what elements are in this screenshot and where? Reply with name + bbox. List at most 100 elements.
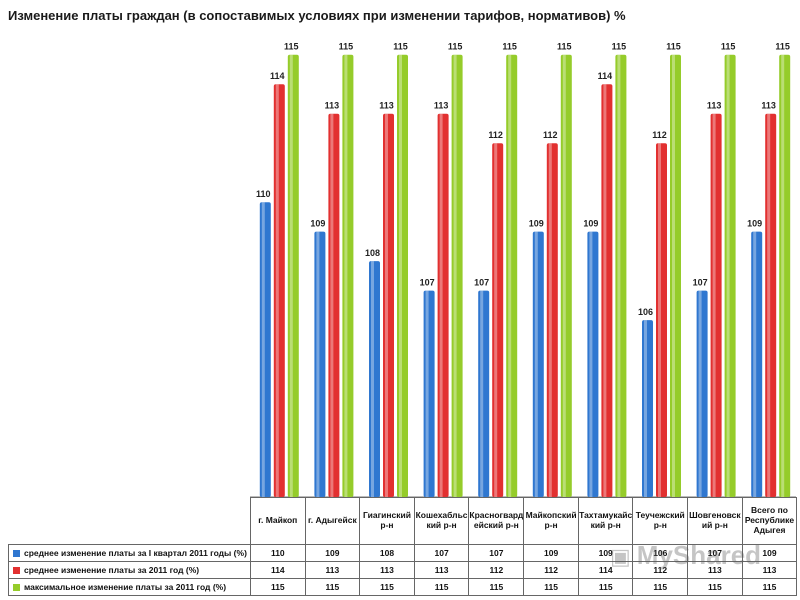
data-label-s0-c6: 109 [583,219,598,229]
table-header-row: г. Майкоп г. Адыгейск Гиагинский р-н Кошехаб… [8,497,798,545]
legend-swatch [13,584,20,592]
bar-highlight-s0-c2 [371,261,374,497]
data-label-s1-c1: 113 [325,101,340,111]
data-label-s0-c5: 109 [529,219,544,229]
bar-s0-c4 [478,290,490,497]
data-label-s2-c2: 115 [393,42,408,52]
table-cell-s2-c8: 115 [687,578,743,596]
data-label-s0-c4: 107 [474,278,489,288]
data-label-s2-c0: 115 [284,42,299,52]
table-cell-s1-c7: 112 [632,561,689,579]
category-label-9: Всего по Республике Адыгея [741,497,798,545]
data-label-s1-c9: 113 [761,101,776,111]
bar-s0-c1 [314,231,326,497]
bar-s0-c6 [587,231,599,497]
data-label-s0-c0: 110 [256,189,271,199]
data-label-s2-c5: 115 [557,42,572,52]
table-cell-s0-c8: 107 [687,544,743,562]
bar-s1-c1 [328,113,340,497]
legend-entry-2: максимальное изменение платы за 2011 год… [8,578,251,596]
bar-highlight-s1-c3 [439,113,443,497]
data-label-s0-c1: 109 [310,219,325,229]
legend-swatch [13,550,20,558]
bar-s1-c2 [383,113,394,497]
legend-swatch [13,567,20,575]
data-label-s2-c4: 115 [502,42,517,52]
bar-highlight-s0-c4 [480,290,484,497]
bar-highlight-s2-c7 [672,54,675,497]
bar-highlight-s1-c9 [767,113,771,497]
data-label-s1-c8: 113 [707,101,722,111]
table-cell-s0-c3: 107 [413,544,470,562]
table-cell-s1-c3: 113 [413,561,470,579]
bar-highlight-s0-c1 [316,231,320,497]
data-label-s2-c9: 115 [775,42,790,52]
category-label-line: Кошехабльс [415,510,468,521]
data-label-s0-c2: 108 [365,248,380,258]
bar-highlight-s1-c8 [712,113,716,497]
legend-label: максимальное изменение платы за 2011 год… [24,582,227,592]
table-row: максимальное изменение платы за 2011 год… [8,578,798,596]
bar-s0-c3 [423,290,435,497]
table-cell-s2-c9: 115 [741,578,798,596]
bar-highlight-s0-c8 [698,290,702,497]
bar-s1-c6 [601,84,613,497]
category-label-line: Гиагинский [363,510,411,521]
table-cell-s0-c1: 109 [304,544,361,562]
bar-s1-c4 [492,143,504,497]
table-cell-s0-c0: 110 [250,544,306,562]
bar-s0-c0 [259,202,271,497]
bar-s0-c8 [696,290,708,497]
table-cell-s1-c6: 114 [577,561,634,579]
data-label-s2-c8: 115 [721,42,736,52]
category-label-line: ейский р-н [473,520,519,530]
data-label-s2-c1: 115 [339,42,354,52]
data-table: г. Майкоп г. Адыгейск Гиагинский р-н Кошехаб… [8,497,798,596]
chart-title: Изменение платы граждан (в сопоставимых … [8,8,626,23]
bar-highlight-s0-c7 [644,320,647,497]
table-cell-s2-c5: 115 [523,578,579,596]
category-label-line: Шовгеновск [689,510,741,521]
category-label-line: Тахтамукайс [579,510,633,521]
table-cell-s0-c6: 109 [577,544,634,562]
bar-s2-c9 [779,54,791,497]
data-label-s1-c6: 114 [598,71,613,81]
bar-highlight-s0-c3 [425,290,429,497]
category-label-line: Красногвард [469,510,524,521]
bar-highlight-s1-c0 [275,84,279,497]
bar-s1-c3 [437,113,449,497]
legend-label: среднее изменение платы за 2011 год (%) [24,565,200,575]
category-label-line: р-н [653,520,667,530]
bar-highlight-s1-c2 [385,113,388,497]
table-cell-s1-c8: 113 [687,561,743,579]
table-cell-s0-c7: 106 [632,544,689,562]
category-label-4: Красногвард ейский р-н [468,497,525,545]
category-label-8: Шовгеновск ий р-н [687,497,743,545]
category-label-line: кий р-н [426,520,457,530]
bar-s2-c3 [451,54,463,497]
table-cell-s2-c7: 115 [632,578,689,596]
data-label-s0-c7: 106 [638,307,653,317]
bar-s1-c8 [710,113,722,497]
bar-highlight-s1-c5 [548,143,552,497]
bar-s2-c2 [397,54,408,497]
table-cell-s2-c6: 115 [577,578,634,596]
bar-s2-c0 [287,54,299,497]
bar-s2-c8 [724,54,736,497]
table-corner [8,497,251,545]
data-label-s1-c0: 114 [270,71,285,81]
bar-s0-c7 [642,320,653,497]
table-cell-s2-c4: 115 [468,578,525,596]
category-label-6: Тахтамукайс кий р-н [577,497,634,545]
legend-entry-1: среднее изменение платы за 2011 год (%) [8,561,251,579]
table-cell-s1-c1: 113 [304,561,361,579]
bar-highlight-s2-c3 [453,54,457,497]
bar-highlight-s1-c4 [494,143,498,497]
bar-s1-c9 [765,113,777,497]
bar-highlight-s2-c5 [562,54,566,497]
category-label-3: Кошехабльс кий р-н [413,497,470,545]
table-cell-s0-c9: 109 [741,544,798,562]
bar-highlight-s1-c1 [330,113,334,497]
bar-s2-c4 [506,54,518,497]
bar-s2-c1 [342,54,354,497]
